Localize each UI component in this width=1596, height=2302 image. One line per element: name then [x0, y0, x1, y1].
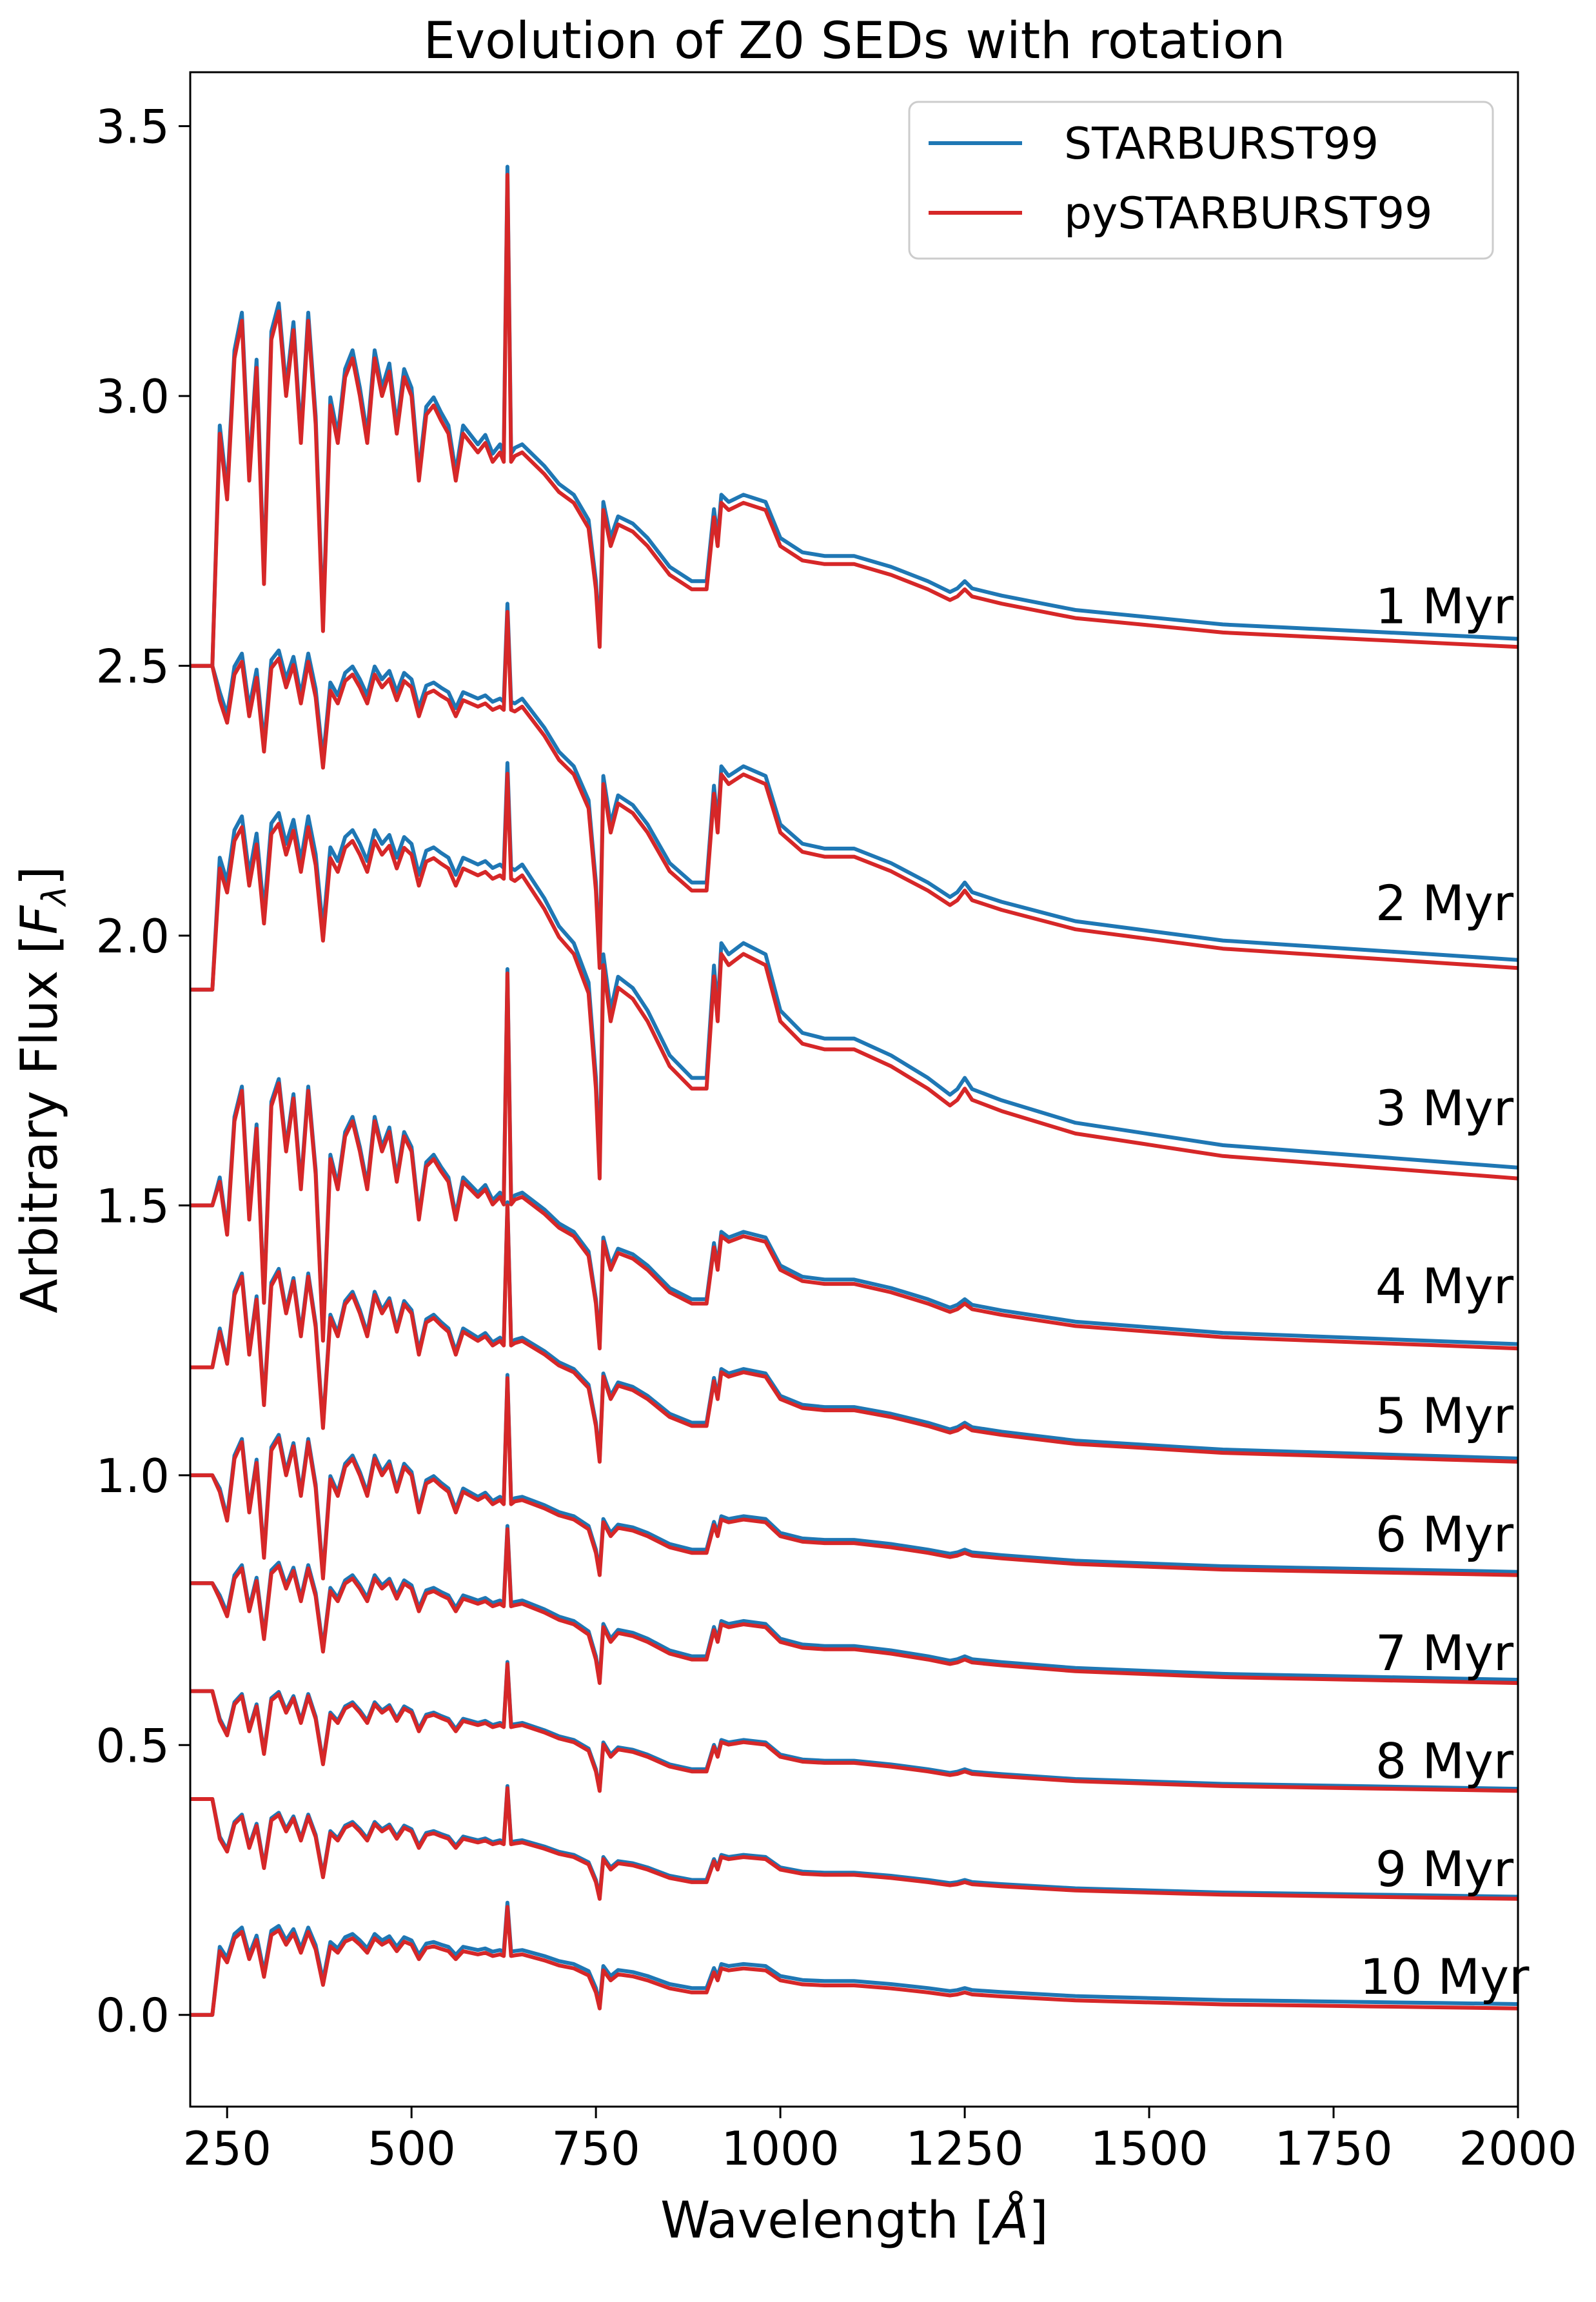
y-tick-label-1.0: 1.0 [95, 1449, 170, 1503]
series-layer [190, 164, 1518, 2017]
x-axis-label-suffix: ] [1029, 2192, 1048, 2250]
starburst99-line-2-myr [190, 602, 1518, 962]
y-axis-label-symbol: F [11, 905, 69, 934]
pystarburst99-line-9-myr [190, 1786, 1518, 1901]
x-axis-label: Wavelength [Å] [660, 2190, 1049, 2250]
starburst99-line-6-myr [190, 1373, 1518, 1577]
y-tick-label-2.5: 2.5 [95, 640, 170, 694]
legend-label-starburst99: STARBURST99 [1064, 119, 1379, 170]
x-axis-label-unit: Å [991, 2190, 1029, 2250]
age-labels: 1 Myr 2 Myr 3 Myr 4 Myr 5 Myr 6 Myr 7 Myr 8 Myr… [1360, 578, 1530, 2006]
pystarburst99-line-7-myr [190, 1527, 1518, 1686]
pystarburst99-line-6-myr [190, 1376, 1518, 1580]
age-label-1-myr: 1 Myr [1375, 578, 1514, 635]
x-tick-label-250: 250 [182, 2121, 271, 2176]
x-tick-label-1500: 1500 [1090, 2121, 1208, 2176]
y-axis-label: Arbitrary Flux [Fλ] [11, 866, 74, 1313]
chart-title: Evolution of Z0 SEDs with rotation [424, 12, 1286, 70]
legend-box [908, 101, 1494, 260]
y-axis-label-prefix: Arbitrary Flux [ [11, 934, 69, 1313]
plot-frame [189, 71, 1519, 2108]
x-tick-label-500: 500 [367, 2121, 455, 2176]
x-axis-label-prefix: Wavelength [ [660, 2192, 994, 2250]
starburst99-line-5-myr [190, 1200, 1518, 1461]
y-tick-label-2.0: 2.0 [95, 909, 170, 963]
x-tick-label-1750: 1750 [1274, 2121, 1392, 2176]
legend: STARBURST99 pySTARBURST99 [908, 101, 1494, 260]
starburst99-line-7-myr [190, 1524, 1518, 1682]
y-tick-label-3.0: 3.0 [95, 369, 170, 424]
pystarburst99-line-5-myr [190, 1203, 1518, 1464]
plot-area [189, 71, 1519, 2108]
age-label-5-myr: 5 Myr [1375, 1387, 1514, 1444]
x-tick-label-750: 750 [551, 2121, 640, 2176]
starburst99-line-3-myr [190, 761, 1518, 1170]
x-tick-label-1250: 1250 [905, 2121, 1023, 2176]
pystarburst99-line-1-myr [190, 173, 1518, 668]
x-tick-label-1000: 1000 [721, 2121, 839, 2176]
age-label-2-myr: 2 Myr [1375, 874, 1514, 932]
starburst99-line-8-myr [190, 1660, 1518, 1791]
y-axis-label-subscript: λ [35, 886, 74, 908]
starburst99-line-9-myr [190, 1784, 1518, 1899]
age-label-9-myr: 9 Myr [1375, 1840, 1514, 1898]
starburst99-line-4-myr [190, 967, 1518, 1346]
age-label-7-myr: 7 Myr [1375, 1624, 1514, 1682]
pystarburst99-line-4-myr [190, 971, 1518, 1351]
pystarburst99-line-8-myr [190, 1662, 1518, 1793]
age-label-6-myr: 6 Myr [1375, 1506, 1514, 1563]
age-label-4-myr: 4 Myr [1375, 1257, 1514, 1315]
y-axis-label-suffix: ] [11, 866, 69, 885]
legend-label-pystarburst99: pySTARBURST99 [1064, 188, 1433, 239]
age-label-3-myr: 3 Myr [1375, 1079, 1514, 1137]
x-tick-label-2000: 2000 [1459, 2121, 1577, 2176]
y-tick-label-1.5: 1.5 [95, 1179, 170, 1233]
x-axis-ticks: 250 500 750 1000 1250 1500 1750 2000 [182, 2107, 1577, 2176]
pystarburst99-line-3-myr [190, 771, 1518, 1181]
age-label-8-myr: 8 Myr [1375, 1732, 1514, 1789]
starburst99-line-1-myr [190, 164, 1518, 668]
pystarburst99-line-10-myr [190, 1905, 1518, 2017]
pystarburst99-line-2-myr [190, 609, 1518, 970]
y-tick-label-0.0: 0.0 [95, 1989, 170, 2043]
age-label-10-myr: 10 Myr [1360, 1948, 1530, 2005]
y-axis-ticks: 0.0 0.5 1.0 1.5 2.0 2.5 3.0 3.5 [95, 100, 190, 2043]
starburst99-line-10-myr [190, 1900, 1518, 2017]
y-tick-label-3.5: 3.5 [95, 100, 170, 154]
y-tick-label-0.5: 0.5 [95, 1718, 170, 1773]
